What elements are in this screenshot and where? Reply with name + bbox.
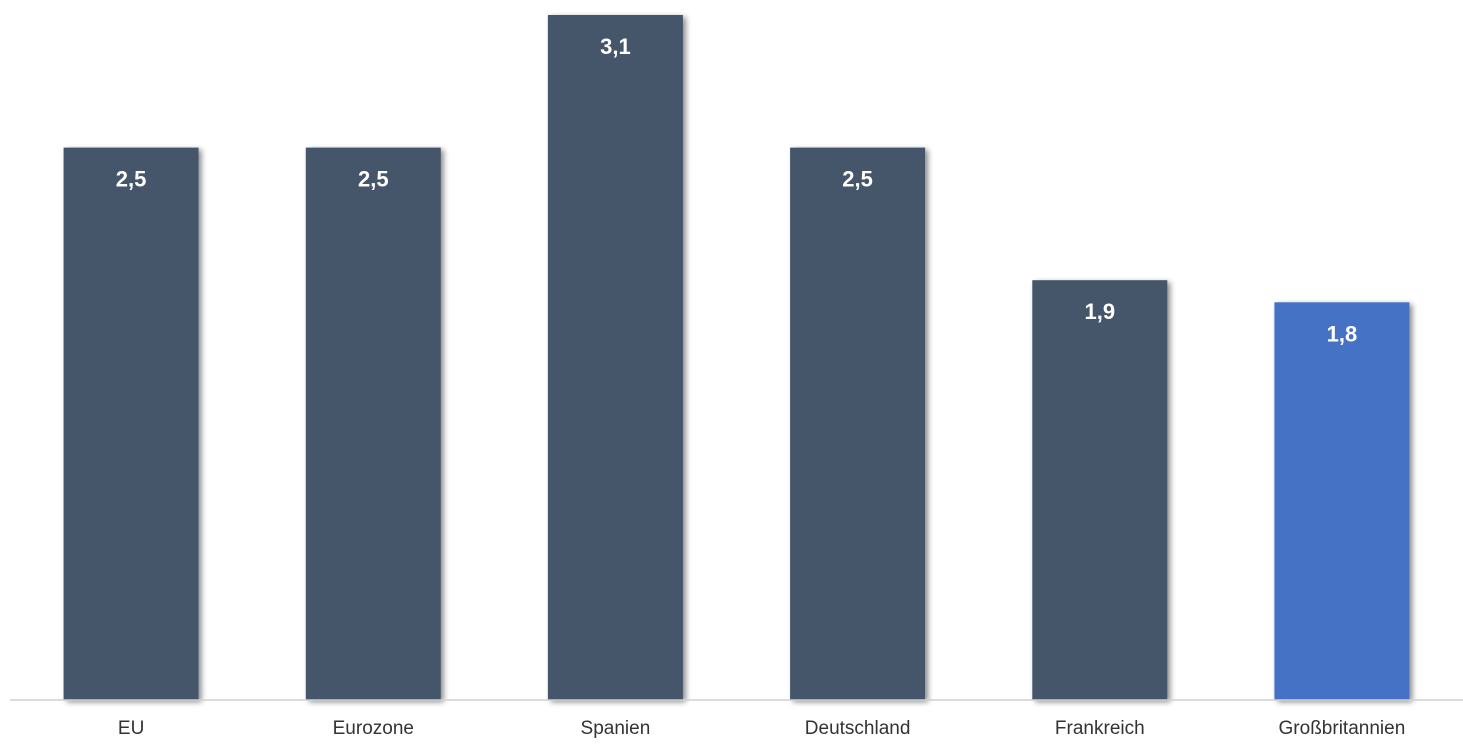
- x-tick-label: Deutschland: [805, 718, 911, 739]
- data-label: 1,8: [1327, 321, 1358, 346]
- x-tick-label: Eurozone: [333, 718, 414, 739]
- data-label: 1,9: [1085, 299, 1116, 324]
- bars-layer: [63, 15, 1410, 701]
- bar-frankreich: [1032, 280, 1168, 700]
- x-tick-label: Großbritannien: [1279, 718, 1406, 739]
- labels-layer: 2,5 EU 2,5 Eurozone 3,1 Spanien 2,5 Deutschland…: [116, 34, 1405, 739]
- bar-großbritannien: [1274, 302, 1410, 700]
- x-tick-label: Spanien: [581, 718, 651, 739]
- x-tick-label: Frankreich: [1055, 718, 1145, 739]
- bar-eu: [63, 147, 199, 701]
- bar-deutschland: [790, 147, 926, 701]
- data-label: 2,5: [842, 167, 873, 192]
- x-tick-label: EU: [118, 718, 144, 739]
- data-label: 3,1: [600, 34, 631, 59]
- data-label: 2,5: [116, 167, 147, 192]
- bar-spanien: [547, 15, 683, 700]
- data-label: 2,5: [358, 167, 389, 192]
- bar-eurozone: [305, 147, 441, 701]
